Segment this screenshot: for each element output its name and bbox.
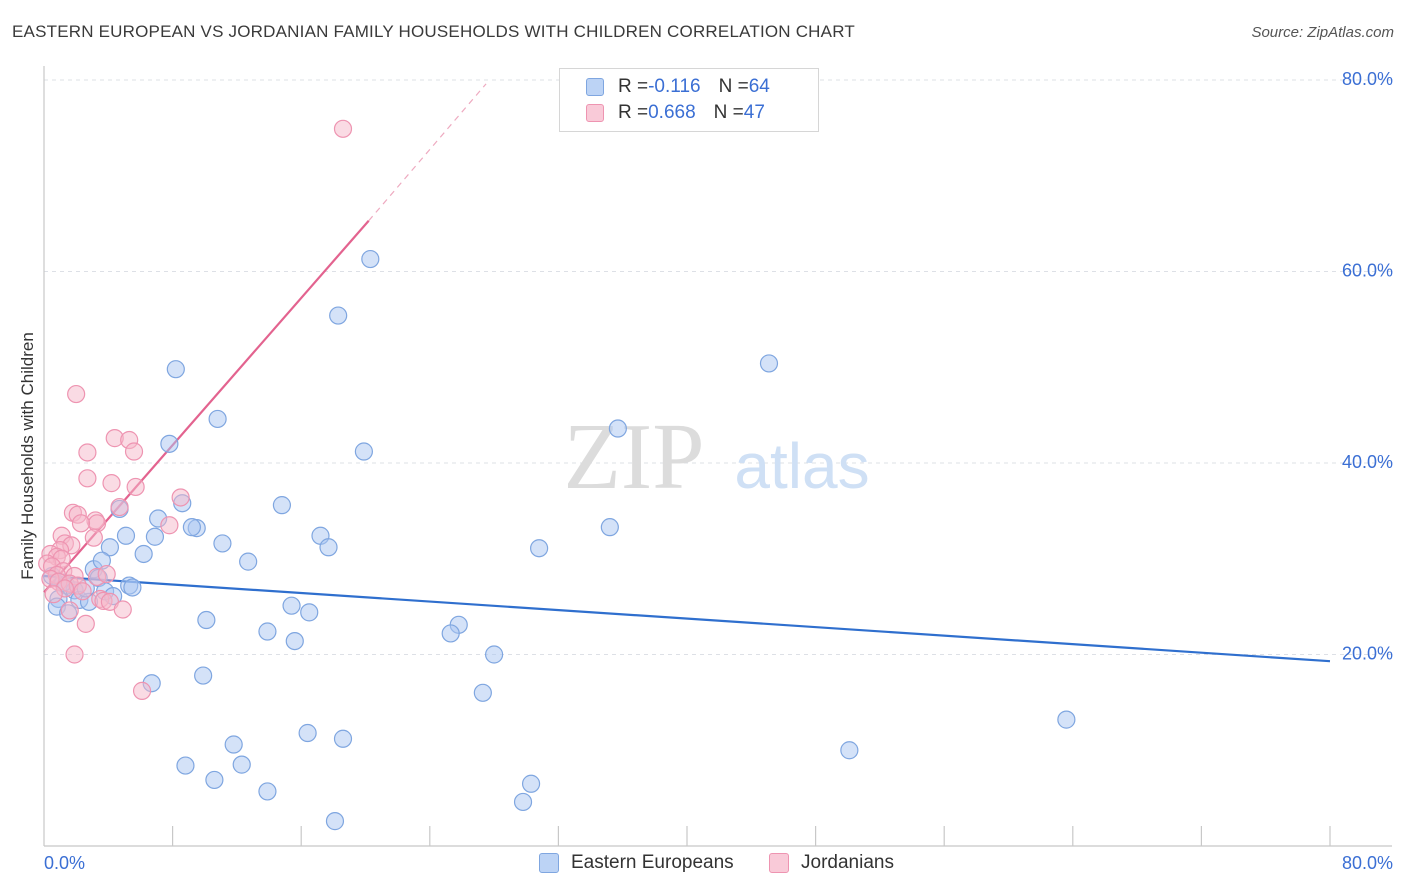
point-jordanian xyxy=(97,564,116,584)
point-eastern-european xyxy=(208,409,227,429)
point-eastern-european xyxy=(1057,710,1076,729)
x-tick-label: 0.0% xyxy=(44,853,85,873)
point-eastern-european xyxy=(213,534,232,553)
pink-swatch xyxy=(586,104,604,122)
point-eastern-european xyxy=(239,552,258,571)
point-eastern-european xyxy=(298,723,317,743)
point-eastern-european xyxy=(272,496,292,515)
point-eastern-european xyxy=(473,683,492,702)
legend-label: Eastern Europeans xyxy=(571,852,734,873)
point-eastern-european xyxy=(361,249,380,269)
pink-swatch xyxy=(769,853,789,873)
point-eastern-european xyxy=(160,434,179,453)
point-eastern-european xyxy=(166,360,185,379)
series-legend: Eastern Europeans Jordanians xyxy=(0,852,1406,878)
point-eastern-european xyxy=(521,774,541,793)
point-eastern-european xyxy=(176,756,195,775)
point-jordanian xyxy=(65,645,84,664)
point-eastern-european xyxy=(759,354,779,373)
point-jordanian xyxy=(71,514,91,533)
r-label: R = xyxy=(618,76,649,97)
legend-item-jordanians[interactable]: Jordanians xyxy=(769,852,894,874)
r-label: R = xyxy=(618,102,649,123)
source-credit: Source: ZipAtlas.com xyxy=(1251,24,1394,41)
point-eastern-european xyxy=(258,782,277,801)
axes xyxy=(43,66,1392,847)
point-eastern-european xyxy=(197,610,216,630)
trend-lines xyxy=(43,83,1331,663)
point-eastern-european xyxy=(205,770,224,790)
trend-line-jordanians-extension xyxy=(368,83,487,222)
x-tick-label: 80.0% xyxy=(1342,853,1393,873)
correlation-legend: R = -0.116 N = 64 R = 0.668 N = 47 xyxy=(559,68,819,132)
legend-row-jordanians: R = 0.668 N = 47 xyxy=(586,101,765,125)
y-tick-label: 60.0% xyxy=(1342,261,1393,281)
watermark: ZIP atlas xyxy=(564,405,870,509)
watermark-zip: ZIP xyxy=(564,405,705,509)
point-eastern-european xyxy=(600,518,619,537)
point-jordanian xyxy=(102,474,121,493)
point-eastern-european xyxy=(258,622,277,641)
n-label: N = xyxy=(718,76,749,97)
point-jordanian xyxy=(67,384,86,404)
point-jordanian xyxy=(78,469,97,488)
n-value: 64 xyxy=(748,76,770,97)
point-jordanian xyxy=(333,119,353,138)
n-label: N = xyxy=(713,102,744,123)
point-jordanian xyxy=(124,442,144,461)
point-eastern-european xyxy=(224,735,243,754)
point-jordanian xyxy=(78,443,97,462)
point-eastern-european xyxy=(100,538,120,557)
point-eastern-european xyxy=(232,755,251,774)
point-eastern-european xyxy=(123,578,142,597)
trend-line-eastern-europeans xyxy=(43,574,1331,663)
point-eastern-european xyxy=(530,539,549,558)
point-jordanian xyxy=(84,528,103,547)
point-eastern-european xyxy=(182,518,201,537)
r-value: -0.116 xyxy=(648,76,701,97)
point-eastern-european xyxy=(285,631,304,651)
point-eastern-european xyxy=(300,603,319,622)
r-value: 0.668 xyxy=(648,102,696,123)
point-jordanian xyxy=(60,601,79,620)
y-tick-label: 80.0% xyxy=(1342,69,1393,89)
point-eastern-european xyxy=(329,306,348,325)
point-jordanian xyxy=(110,497,129,517)
point-jordanian xyxy=(44,585,63,604)
point-eastern-european xyxy=(282,596,301,615)
blue-swatch xyxy=(586,78,604,96)
point-eastern-european xyxy=(840,741,859,760)
point-eastern-european xyxy=(608,419,627,438)
y-tick-label: 40.0% xyxy=(1342,452,1393,472)
watermark-atlas: atlas xyxy=(734,430,869,502)
point-eastern-european xyxy=(134,544,153,564)
n-value: 47 xyxy=(743,102,765,123)
point-jordanian xyxy=(73,582,92,601)
point-eastern-european xyxy=(354,442,373,461)
point-eastern-european xyxy=(145,527,165,546)
point-eastern-european xyxy=(116,526,136,545)
point-eastern-european xyxy=(485,645,504,664)
point-eastern-european xyxy=(513,792,533,812)
y-tick-label: 20.0% xyxy=(1342,644,1393,664)
point-jordanian xyxy=(76,614,95,633)
legend-row-eastern-europeans: R = -0.116 N = 64 xyxy=(586,75,770,99)
legend-label: Jordanians xyxy=(801,852,894,873)
legend-item-eastern-europeans[interactable]: Eastern Europeans xyxy=(539,852,734,874)
chart-title: EASTERN EUROPEAN VS JORDANIAN FAMILY HOU… xyxy=(12,22,855,41)
point-eastern-european xyxy=(441,624,460,643)
point-jordanian xyxy=(171,488,190,507)
point-jordanian xyxy=(160,516,179,535)
blue-swatch xyxy=(539,853,559,873)
data-points xyxy=(38,119,1076,831)
point-eastern-european xyxy=(319,538,338,557)
point-jordanian xyxy=(132,681,152,700)
point-eastern-european xyxy=(333,729,353,748)
point-jordanian xyxy=(126,477,145,497)
tick-labels: 20.0% 40.0% 60.0% 80.0% 0.0% 80.0% xyxy=(44,69,1393,873)
point-eastern-european xyxy=(325,812,345,831)
point-eastern-european xyxy=(194,666,213,685)
point-jordanian xyxy=(113,600,132,619)
